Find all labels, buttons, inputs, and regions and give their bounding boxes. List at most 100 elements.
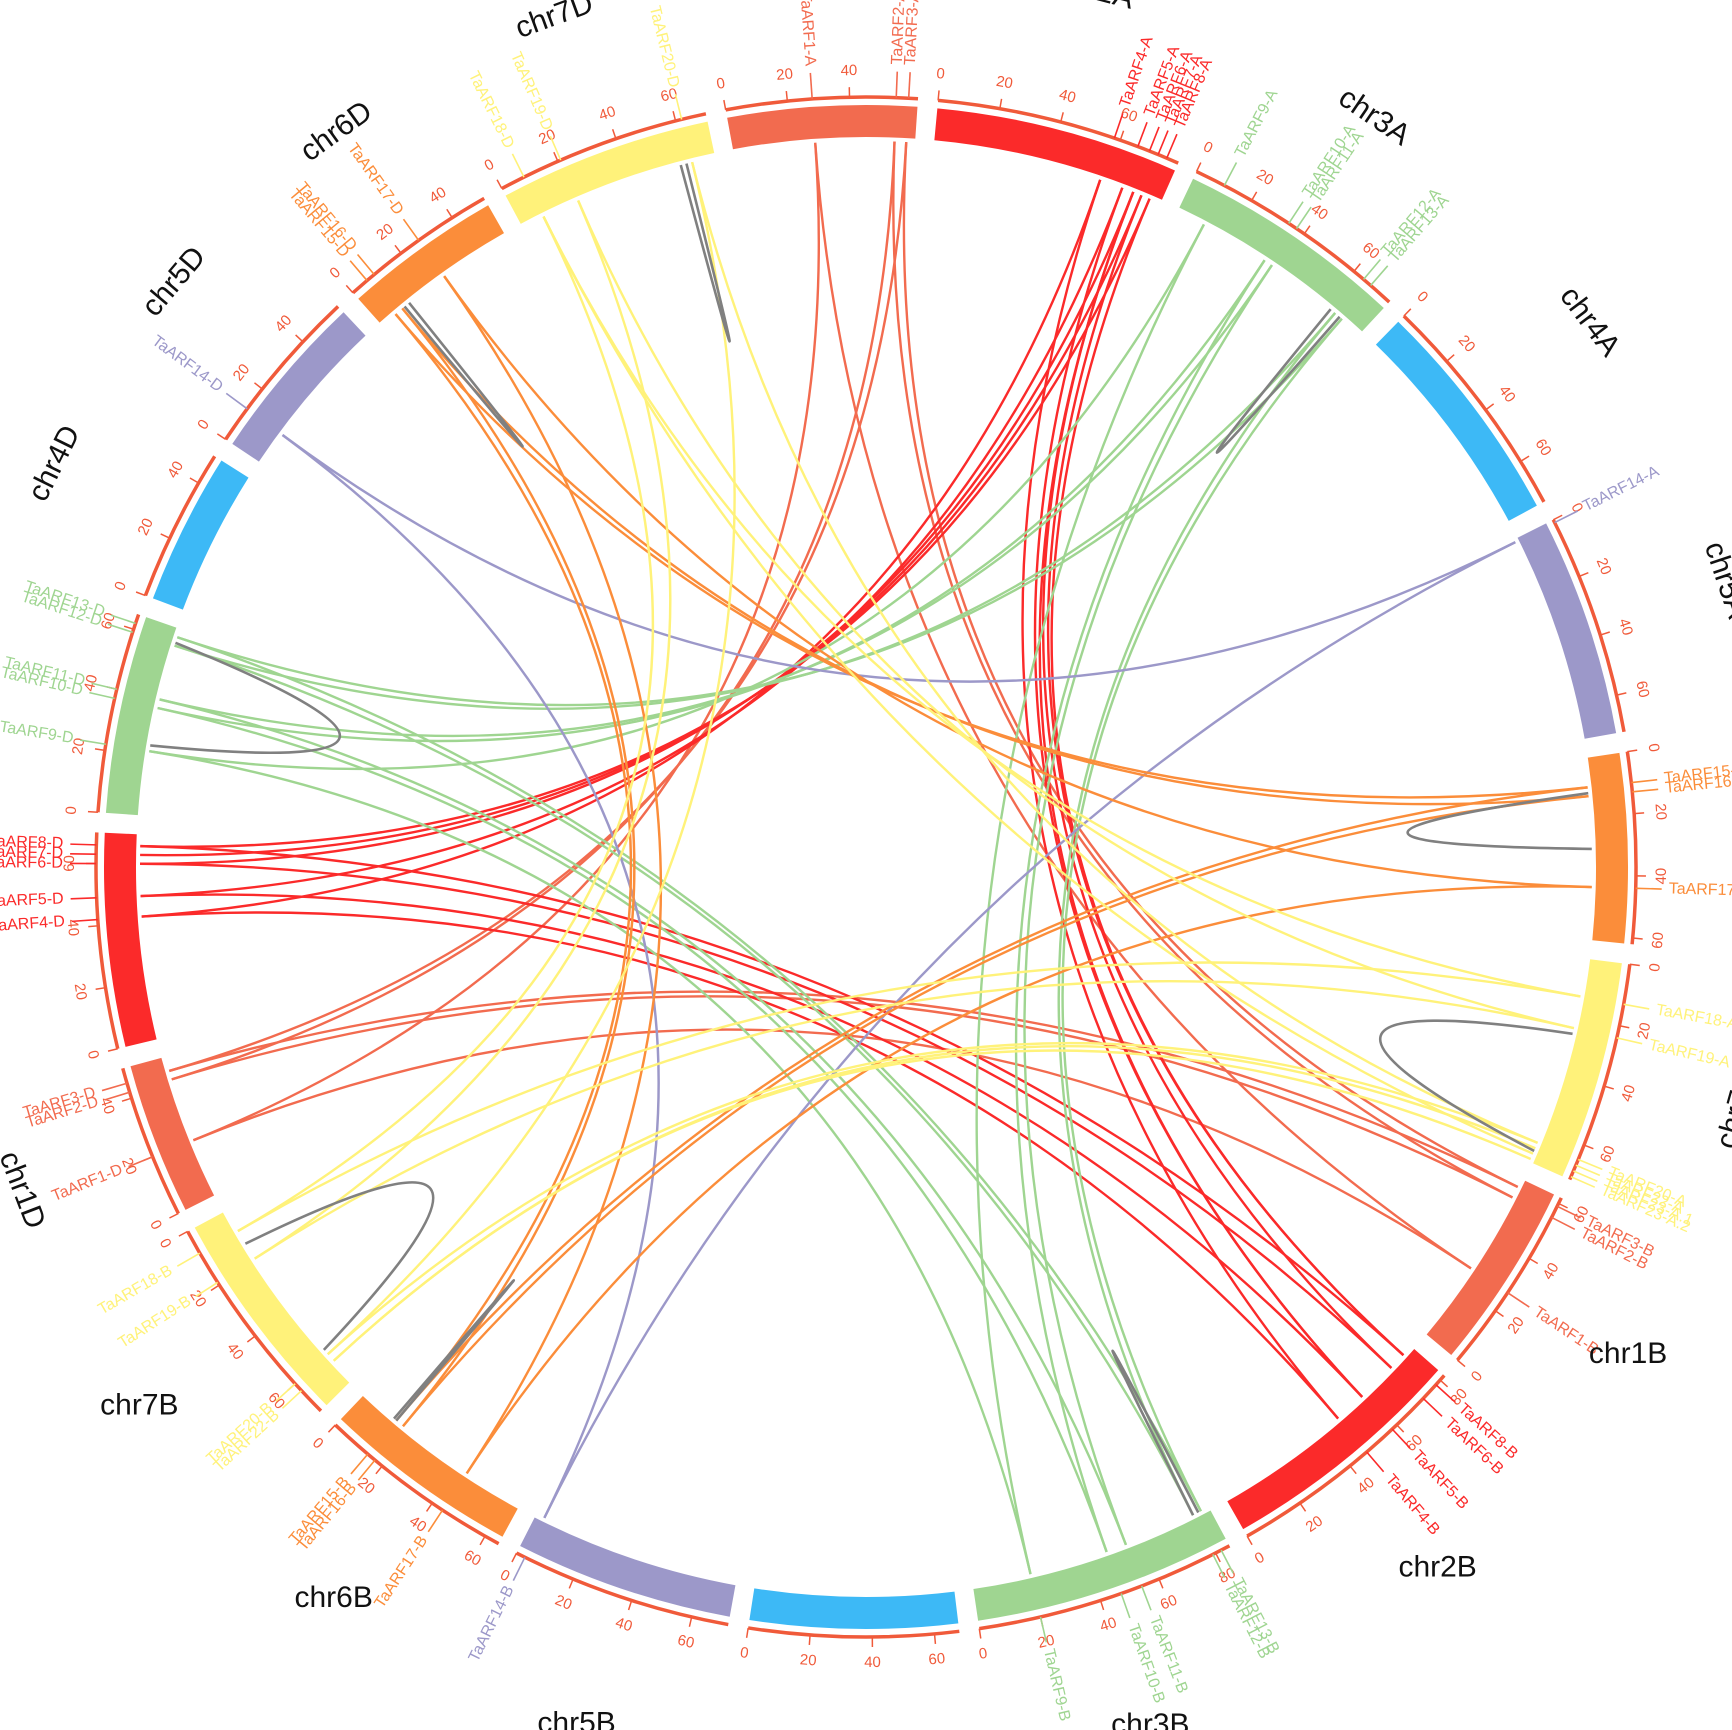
gene-tick-TaARF20-B <box>275 1383 296 1402</box>
gene-label-TaARF17-B: TaARF17-B <box>372 1533 432 1611</box>
tick-label-chr7A-0: 0 <box>1646 962 1664 972</box>
chromosome-name-chr5D: chr5D <box>135 240 212 322</box>
tick-label-chr7B-40: 40 <box>223 1340 247 1364</box>
chromosome-chr2D <box>103 832 157 1047</box>
tick-label-chr6B-20: 20 <box>354 1474 378 1498</box>
tick-label-chr6B-0: 0 <box>309 1434 327 1452</box>
scale-arc-chr3D <box>96 613 141 813</box>
tick-label-chr7B-0: 0 <box>156 1236 175 1251</box>
gene-tick-TaARF12-B <box>1212 1554 1226 1579</box>
tick-label-chr2B-40: 40 <box>1354 1474 1378 1498</box>
tick-chr5D-40 <box>295 334 304 343</box>
chromosome-name-chr4D: chr4D <box>22 420 87 506</box>
chromosome-name-chr6B: chr6B <box>294 1581 372 1614</box>
tick-label-chr7D-0: 0 <box>482 156 497 175</box>
gene-tick-TaARF5-A <box>1137 121 1148 147</box>
scale-arc-chr5A <box>1551 518 1626 733</box>
intra-link-chr7D <box>679 163 731 343</box>
gene-label-TaARF1-A: TaARF1-A <box>796 0 818 67</box>
tick-chr6B-60 <box>479 1535 486 1546</box>
link-TaARF9-A-TaARF9-D <box>149 223 1205 771</box>
intra-link-chr3A <box>1215 308 1341 454</box>
intra-link-chr3B <box>1111 1349 1200 1516</box>
gene-tick-TaARF16-B <box>357 1459 376 1481</box>
tick-label-chr5B-0: 0 <box>497 1566 512 1585</box>
link-TaARF5-B-TaARF5-D <box>140 893 1364 1398</box>
tick-chr1B-0 <box>1456 1359 1466 1368</box>
gene-label-TaARF14-A: TaARF14-A <box>1580 463 1662 515</box>
link-TaARF9-A-TaARF9-B <box>975 223 1205 1575</box>
gene-label-TaARF7-D: TaARF7-D <box>0 844 63 862</box>
gene-tick-TaARF5-B <box>1391 1428 1411 1449</box>
tick-label-chr5A-20: 20 <box>1593 555 1615 577</box>
link-TaARF18-A-TaARF18-D <box>542 216 1581 998</box>
gene-tick-TaARF6-A <box>1148 126 1160 152</box>
tick-chr7D-40 <box>611 129 617 139</box>
gene-tick-TaARF17-A <box>1635 887 1662 890</box>
link-TaARF19-A-TaARF19-B <box>254 979 1575 1260</box>
gene-tick-TaARF13-D <box>110 614 136 625</box>
tick-chr7A-60 <box>1583 1144 1594 1150</box>
tick-chr1B-20 <box>1494 1310 1504 1318</box>
tick-label-chr2A-20: 20 <box>995 73 1014 93</box>
gene-tick-TaARF12-A <box>1362 259 1381 280</box>
link-TaARF13-B-TaARF13-D <box>176 636 1202 1512</box>
intra-link-chr6A <box>1406 791 1592 851</box>
tick-label-chr2A-60: 60 <box>1118 104 1139 126</box>
scale-arc-chr6B <box>334 1423 500 1546</box>
tick-chr2A-60 <box>1119 130 1125 141</box>
gene-tick-TaARF20-A <box>1577 1158 1603 1171</box>
link-TaARF16-A-TaARF16-B <box>402 794 1589 1427</box>
tick-label-chr3B-60: 60 <box>1158 1592 1180 1614</box>
tick-chr2B-80 <box>1439 1379 1449 1388</box>
tick-chr3D-0 <box>87 810 98 814</box>
gene-label-TaARF6-D: TaARF6-D <box>0 854 63 871</box>
tick-label-chr4A-60: 60 <box>1531 436 1554 459</box>
tick-chr2A-20 <box>999 98 1003 109</box>
tick-label-chr5D-40: 40 <box>272 312 296 336</box>
tick-label-chr1B-20: 20 <box>1504 1314 1528 1337</box>
tick-chr5B-40 <box>627 1600 633 1611</box>
link-TaARF13-A-TaARF13-D <box>176 317 1343 707</box>
tick-label-chr2A-0: 0 <box>936 65 946 83</box>
tick-chr4D-40 <box>189 477 199 484</box>
tick-label-chr3B-0: 0 <box>978 1645 989 1663</box>
gene-tick-TaARF13-B <box>1220 1549 1234 1574</box>
link-TaARF6-B-TaARF6-D <box>140 862 1393 1369</box>
tick-label-chr4B-0: 0 <box>739 1644 750 1662</box>
link-TaARF1-A-TaARF1-D <box>192 142 820 1142</box>
tick-label-chr2D-20: 20 <box>71 982 90 1001</box>
scale-arc-chr5B <box>515 1551 729 1627</box>
chromosome-name-chr2A: chr2A <box>1053 0 1137 16</box>
chromosome-chr2A <box>934 108 1175 200</box>
scale-arc-chr6A <box>1625 751 1638 945</box>
gene-tick-TaARF14-B <box>512 1556 526 1581</box>
tick-chr6A-20 <box>1634 812 1645 815</box>
tick-chr3B-0 <box>978 1628 982 1639</box>
tick-label-chr7A-20: 20 <box>1634 1021 1654 1041</box>
tick-chr4A-40 <box>1485 403 1495 411</box>
tick-label-chr4A-40: 40 <box>1495 382 1519 406</box>
chromosome-chr3B <box>973 1510 1226 1621</box>
tick-label-chr2D-60: 60 <box>61 855 78 872</box>
gene-tick-TaARF4-D <box>71 918 98 923</box>
tick-label-chr3A-20: 20 <box>1253 166 1276 189</box>
tick-chr6B-20 <box>375 1465 383 1475</box>
tick-chr4A-20 <box>1446 354 1455 362</box>
tick-label-chr1B-60: 60 <box>1570 1203 1593 1225</box>
scale-arc-chr4A <box>1402 314 1546 503</box>
link-TaARF8-A-TaARF8-D <box>140 198 1151 848</box>
gene-label-TaARF18-D: TaARF18-D <box>465 69 517 151</box>
tick-label-chr7A-40: 40 <box>1618 1083 1639 1104</box>
chromosome-chr5A <box>1517 523 1617 739</box>
chromosome-chr7D <box>505 121 715 224</box>
tick-label-chr3B-40: 40 <box>1098 1614 1119 1635</box>
tick-chr3B-60 <box>1158 1578 1164 1589</box>
link-TaARF14-B-TaARF14-D <box>281 434 660 1519</box>
tick-chr5B-0 <box>511 1552 518 1563</box>
tick-chr5A-0 <box>1552 514 1563 521</box>
gene-label-TaARF18-A: TaARF18-A <box>1655 1002 1732 1034</box>
gene-tick-TaARF8-D <box>70 843 97 846</box>
